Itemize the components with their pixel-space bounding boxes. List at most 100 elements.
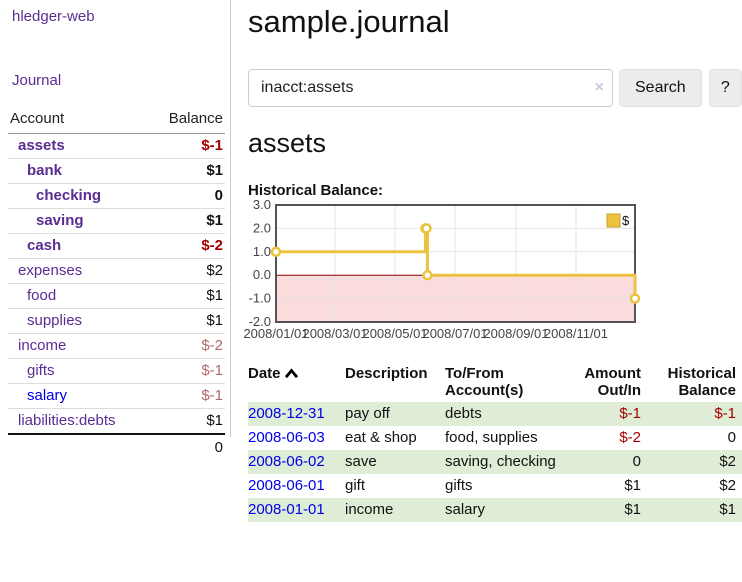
account-balance: $1: [148, 208, 225, 234]
account-link[interactable]: assets: [18, 137, 65, 154]
accounts-total-row: 0: [8, 433, 225, 460]
register-header-tofrom: To/From Account(s): [445, 365, 524, 399]
transaction-balance: 0: [727, 429, 736, 446]
account-row: assets $-1: [8, 134, 225, 159]
transaction-accounts: gifts: [445, 477, 473, 494]
svg-text:2008/07/01: 2008/07/01: [422, 326, 487, 341]
account-heading: assets: [248, 128, 327, 158]
sort-ascending-icon: [284, 368, 298, 379]
account-row: cash $-2: [8, 233, 225, 259]
transaction-description: pay off: [345, 405, 390, 422]
account-row: expenses $2: [8, 258, 225, 284]
svg-text:2008/01/01: 2008/01/01: [243, 326, 308, 341]
account-row: checking 0: [8, 183, 225, 209]
svg-text:2008/03/01: 2008/03/01: [302, 326, 367, 341]
account-link[interactable]: bank: [27, 162, 63, 179]
transaction-description: eat & shop: [345, 429, 417, 446]
transaction-date-link[interactable]: 2008-01-01: [248, 501, 325, 518]
svg-text:1.0: 1.0: [253, 244, 271, 259]
account-row: income $-2: [8, 333, 225, 359]
account-balance: $1: [148, 308, 225, 334]
transaction-date-link[interactable]: 2008-06-01: [248, 477, 325, 494]
historical-balance-heading: Historical Balance:: [248, 182, 384, 199]
accounts-header-account: Account: [8, 110, 149, 134]
account-balance: $-2: [148, 233, 225, 259]
transaction-accounts: food, supplies: [445, 429, 538, 446]
page-title: sample.journal: [248, 4, 450, 39]
transaction-date-link[interactable]: 2008-06-03: [248, 429, 325, 446]
transaction-accounts: salary: [445, 501, 486, 518]
account-row: liabilities:debts $1: [8, 408, 225, 434]
register-table-body: 2008-12-31 pay off debts $-1 $-1 2008-06-03 ea…: [248, 402, 742, 522]
sidebar-item-journal[interactable]: Journal: [12, 72, 62, 89]
register-header-date[interactable]: Date: [248, 365, 345, 402]
historical-balance-chart: $3.0 2.0 1.0 0.0 -1.0 -2.02008/01/012008/03/0…: [243, 200, 641, 341]
account-link[interactable]: cash: [27, 237, 62, 254]
register-header-description: Description: [345, 365, 428, 382]
account-balance: $-1: [148, 358, 225, 384]
transaction-row: 2008-06-03 eat & shop food, supplies $-2 0: [248, 426, 742, 450]
accounts-total-value: 0: [148, 433, 225, 460]
transaction-balance: $2: [719, 453, 736, 470]
account-balance: $-1: [201, 137, 223, 154]
historical-balance-chart-wrap: $3.0 2.0 1.0 0.0 -1.0 -2.0 2008/01/01 2008/03/0…: [240, 200, 742, 348]
account-balance: $2: [148, 258, 225, 284]
transaction-date-link[interactable]: 2008-12-31: [248, 405, 325, 422]
transaction-amount: $1: [624, 477, 641, 494]
accounts-header-balance: Balance: [148, 110, 225, 134]
account-link[interactable]: expenses: [18, 262, 83, 279]
account-link[interactable]: gifts: [27, 362, 55, 379]
account-link[interactable]: saving: [36, 212, 84, 229]
accounts-total-spacer: [8, 433, 149, 460]
account-link[interactable]: salary: [27, 387, 68, 404]
transaction-balance: $-1: [714, 405, 736, 422]
account-row: saving $1: [8, 208, 225, 234]
transaction-date-link[interactable]: 2008-06-02: [248, 453, 325, 470]
transaction-accounts: saving, checking: [445, 453, 556, 470]
transaction-description: save: [345, 453, 377, 470]
register-table: Date Description To/From Account(s) Amou…: [248, 365, 742, 522]
account-balance: $1: [148, 283, 225, 309]
transaction-amount: $1: [624, 501, 641, 518]
search-input[interactable]: [248, 69, 613, 107]
register-header-row: Date Description To/From Account(s) Amou…: [248, 365, 742, 402]
svg-text:2008/09/01: 2008/09/01: [483, 326, 548, 341]
account-link[interactable]: liabilities:debts: [18, 412, 116, 429]
svg-text:2.0: 2.0: [253, 220, 271, 235]
clear-search-icon[interactable]: ×: [594, 79, 604, 96]
transaction-balance: $1: [719, 501, 736, 518]
account-row: gifts $-1: [8, 358, 225, 384]
account-row: salary $-1: [8, 383, 225, 409]
transaction-amount: $-2: [619, 429, 641, 446]
transaction-row: 2008-06-02 save saving, checking 0 $2: [248, 450, 742, 474]
svg-text:2008/05/01: 2008/05/01: [362, 326, 427, 341]
search-help-button[interactable]: ?: [708, 69, 742, 107]
svg-text:$: $: [622, 213, 630, 228]
svg-text:-2.0: -2.0: [249, 314, 271, 329]
search-button[interactable]: Search: [619, 69, 702, 107]
svg-text:3.0: 3.0: [253, 200, 271, 212]
account-balance: $1: [148, 158, 225, 184]
transaction-row: 2008-01-01 income salary $1 $1: [248, 498, 742, 522]
transaction-row: 2008-06-01 gift gifts $1 $2: [248, 474, 742, 498]
transaction-description: gift: [345, 477, 366, 494]
account-balance: $-1: [148, 383, 225, 409]
app-brand-link[interactable]: hledger-web: [12, 8, 95, 25]
account-row: food $1: [8, 283, 225, 309]
transaction-balance: $2: [719, 477, 736, 494]
account-row: supplies $1: [8, 308, 225, 334]
search-input-wrap: ×: [248, 69, 613, 107]
transaction-accounts: debts: [445, 405, 482, 422]
transaction-row: 2008-12-31 pay off debts $-1 $-1: [248, 402, 742, 426]
register-header-balance: Historical Balance: [667, 365, 736, 399]
account-link[interactable]: income: [18, 337, 67, 354]
svg-text:-1.0: -1.0: [249, 291, 271, 306]
account-link[interactable]: supplies: [27, 312, 83, 329]
register-header-amount: Amount Out/In: [584, 365, 641, 399]
account-link[interactable]: checking: [36, 187, 102, 204]
svg-text:0.0: 0.0: [253, 267, 271, 282]
account-link[interactable]: food: [27, 287, 57, 304]
register-header-date-label: Date: [248, 365, 281, 382]
account-balance: $-2: [148, 333, 225, 359]
accounts-table: Account Balance assets $-1 bank $1 checking 0…: [8, 110, 225, 460]
